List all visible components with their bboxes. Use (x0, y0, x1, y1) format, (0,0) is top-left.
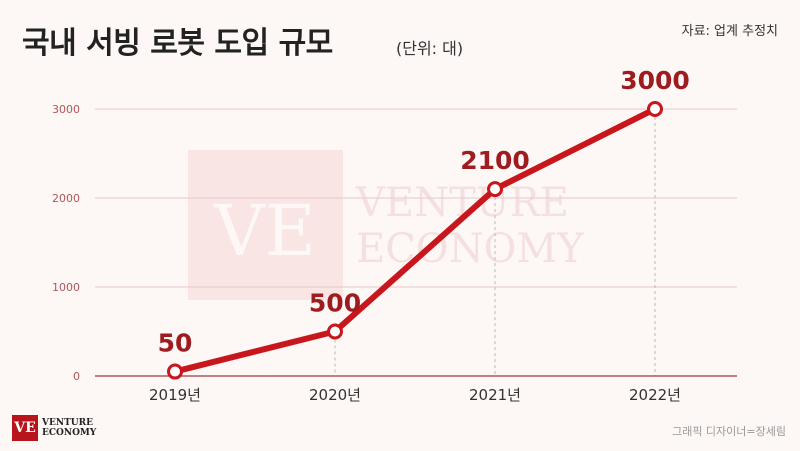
data-labels: 50 500 2100 3000 (158, 66, 690, 358)
y-axis-ticks: 0 1000 2000 3000 (52, 103, 80, 383)
logo-text: VENTURE ECONOMY (42, 418, 96, 438)
logo-mark-icon: VE (12, 415, 38, 441)
x-axis-ticks: 2019년 2020년 2021년 2022년 (149, 386, 681, 404)
data-point (647, 101, 663, 117)
x-tick-label: 2020년 (309, 386, 361, 404)
y-tick-label: 0 (73, 370, 80, 383)
data-points (167, 101, 663, 380)
logo-line2: ECONOMY (42, 428, 97, 438)
series-line (172, 106, 658, 375)
x-tick-label: 2022년 (629, 386, 681, 404)
grid-lines (95, 108, 737, 288)
data-label: 50 (158, 329, 193, 358)
y-tick-label: 2000 (52, 192, 80, 205)
source-label: 자료: 업계 추정치 (681, 24, 778, 39)
data-point (487, 181, 503, 198)
brand-logo: VE VENTURE ECONOMY (12, 415, 96, 441)
unit-label: (단위: 대) (396, 39, 464, 58)
credit-label: 그래픽 디자이너=장세림 (672, 425, 786, 438)
x-tick-label: 2019년 (149, 386, 201, 404)
watermark-line2: ECONOMY (356, 226, 584, 272)
y-tick-label: 1000 (52, 281, 80, 294)
y-tick-label: 3000 (52, 103, 80, 116)
page-title: 국내 서빙 로봇 도입 규모 (22, 26, 333, 61)
x-tick-label: 2021년 (469, 386, 521, 404)
logo-line1: VENTURE (42, 418, 93, 428)
data-point (167, 363, 183, 380)
data-point (327, 323, 343, 340)
data-label: 2100 (460, 146, 530, 175)
data-label: 500 (309, 289, 361, 318)
watermark-mark: VE (213, 190, 316, 272)
watermark-logo: VE VENTURE ECONOMY (188, 150, 584, 300)
data-label: 3000 (620, 66, 690, 95)
